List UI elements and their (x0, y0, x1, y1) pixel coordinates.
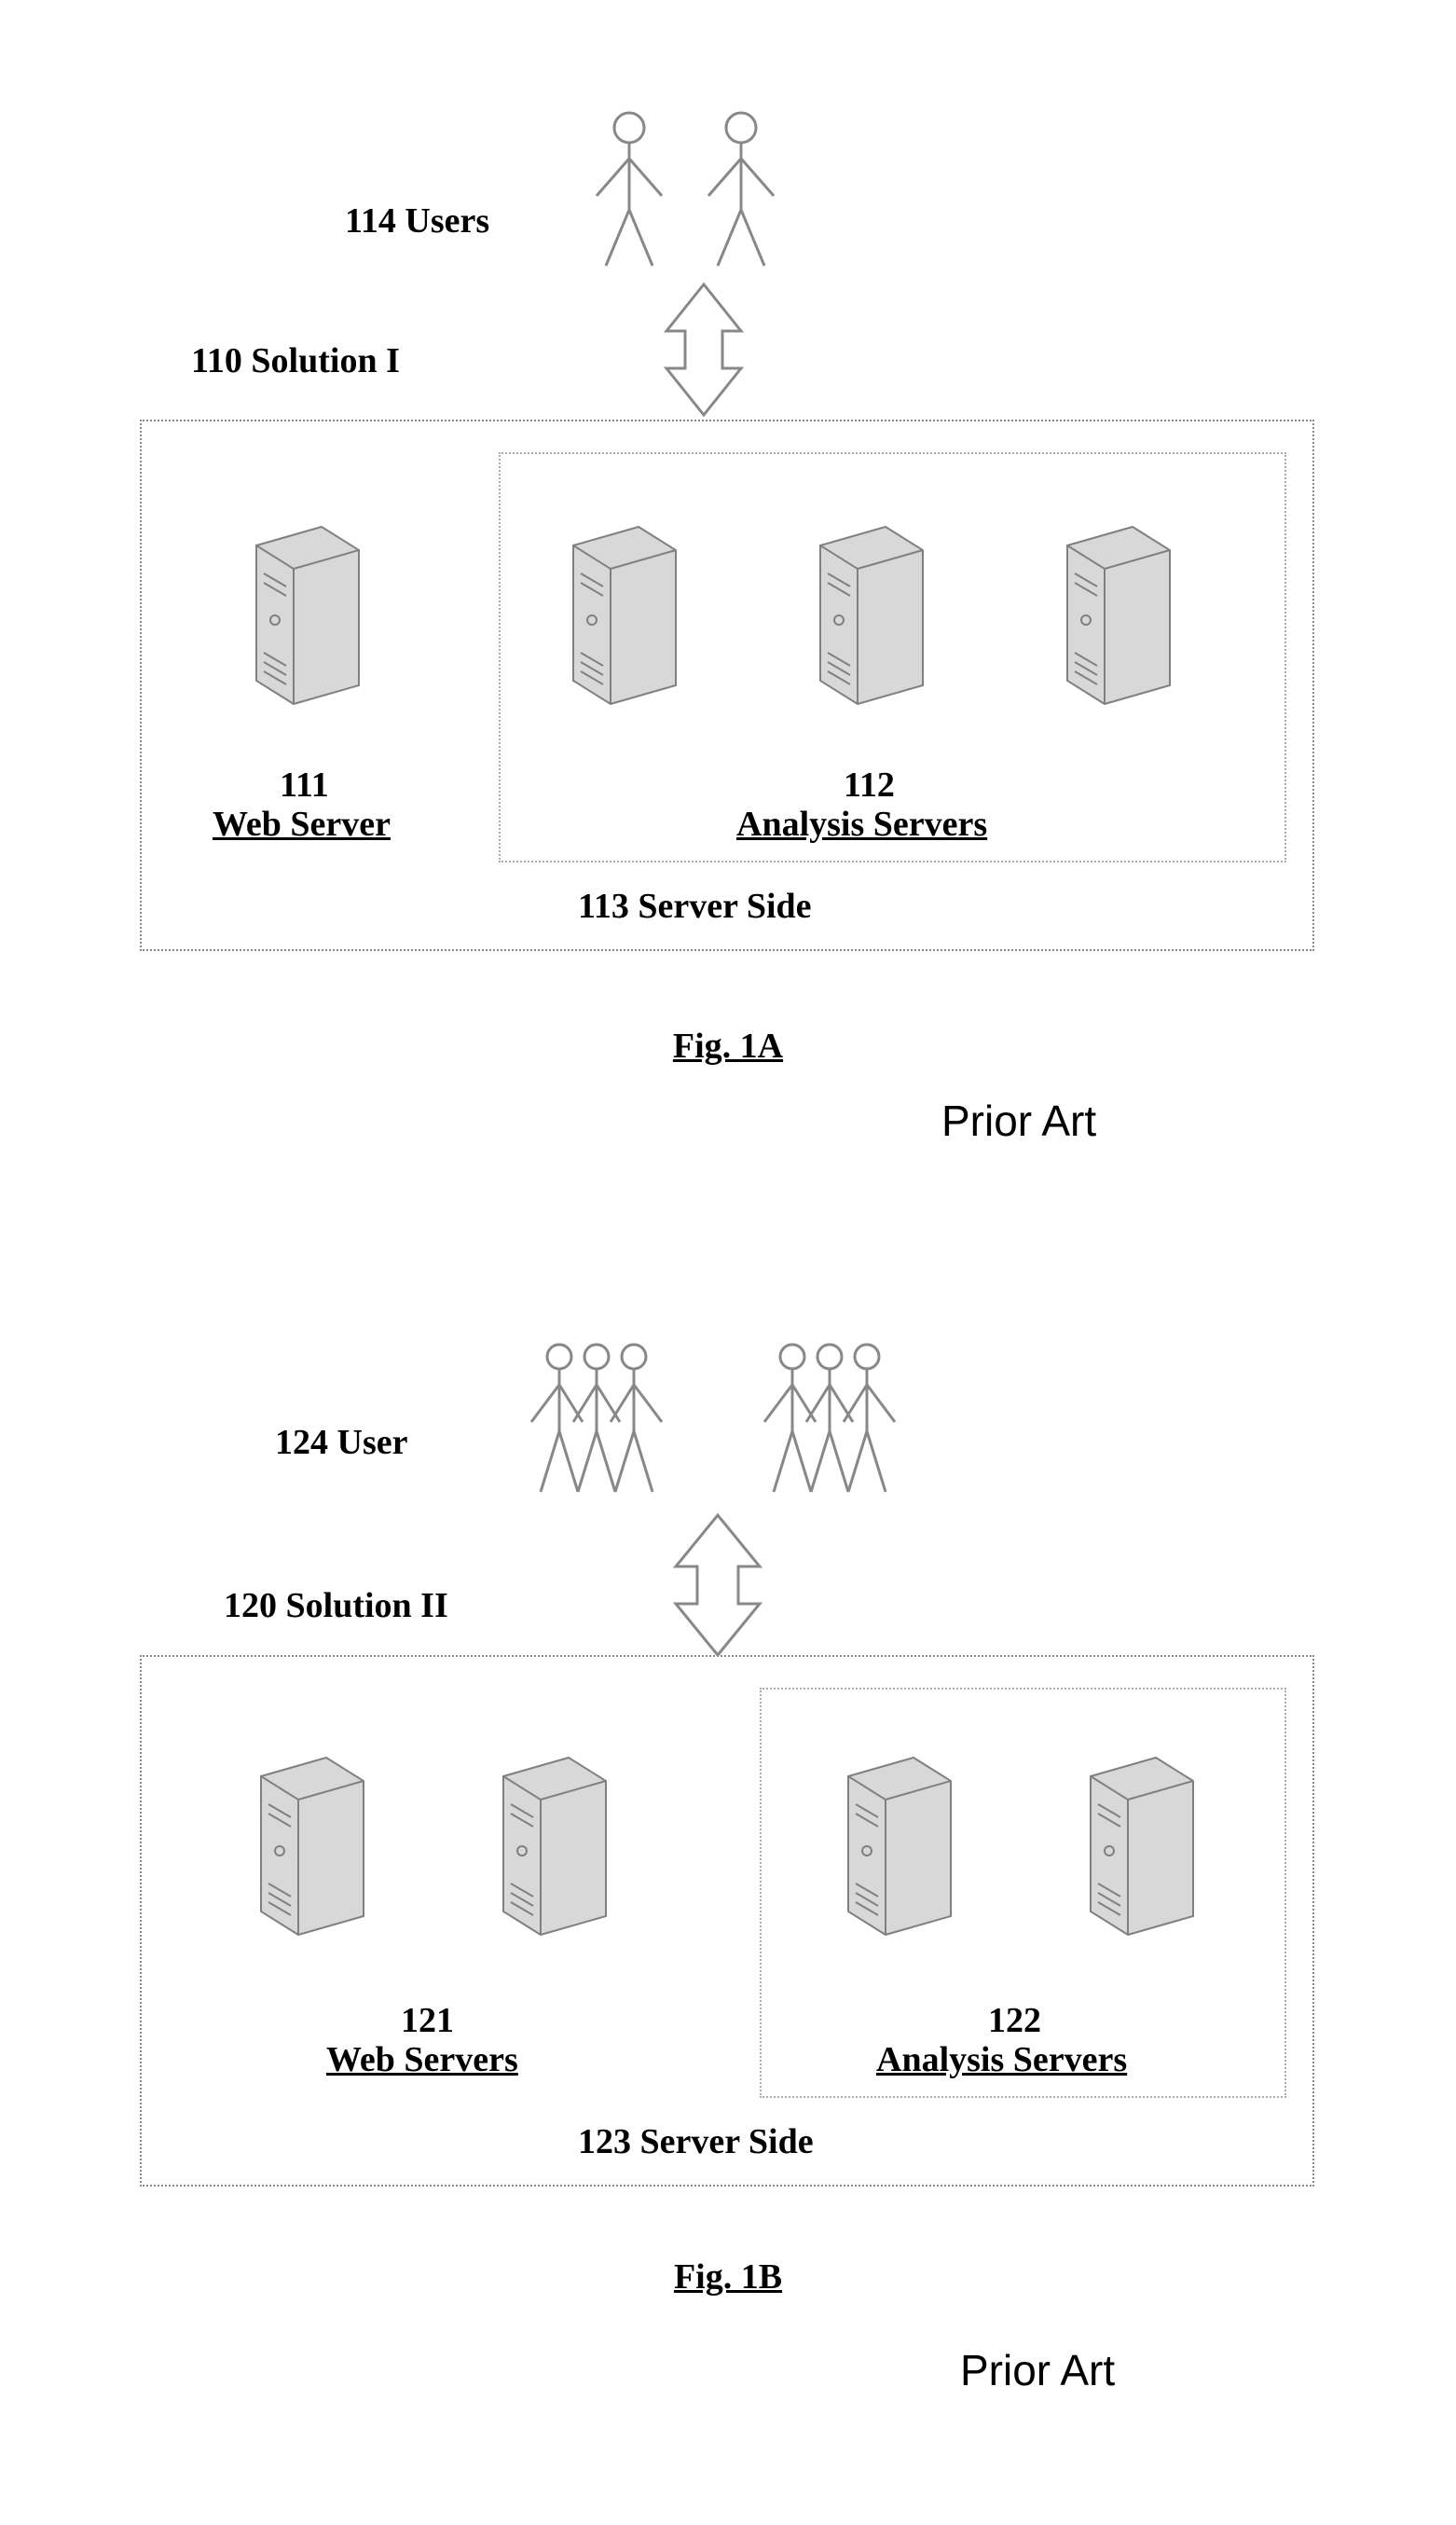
users-label-a: 114 Users (345, 200, 489, 241)
prior-art-b: Prior Art (960, 2345, 1115, 2395)
analysis-server-a2 (792, 508, 941, 713)
solution-label-b: 120 Solution II (224, 1585, 448, 1626)
web-server-num-b: 121 (401, 2000, 454, 2041)
web-server-b2 (475, 1739, 625, 1944)
analysis-server-a1 (545, 508, 694, 713)
figure-1b: 124 User 120 Solution II (0, 1263, 1456, 2476)
fig-caption-a: Fig. 1A (0, 1026, 1456, 1067)
web-server-text-b: Web Servers (326, 2039, 518, 2080)
web-server-a (228, 508, 378, 713)
analysis-num-a: 112 (844, 765, 895, 806)
web-server-text-a: Web Server (213, 804, 391, 845)
solution-label-a: 110 Solution I (191, 340, 400, 381)
analysis-text-a: Analysis Servers (736, 804, 987, 845)
prior-art-a: Prior Art (941, 1096, 1096, 1146)
users-label-b: 124 User (275, 1422, 407, 1463)
figure-1a: 114 Users 110 Solution I (0, 0, 1456, 1212)
biarrow-b (662, 1511, 774, 1660)
analysis-server-b2 (1063, 1739, 1212, 1944)
server-side-label-a: 113 Server Side (578, 886, 812, 927)
server-side-label-b: 123 Server Side (578, 2121, 814, 2162)
users-icon-b (517, 1338, 946, 1515)
biarrow-a (652, 280, 755, 420)
fig-caption-b: Fig. 1B (0, 2256, 1456, 2297)
web-server-num-a: 111 (280, 765, 329, 806)
analysis-server-a3 (1039, 508, 1188, 713)
analysis-text-b: Analysis Servers (876, 2039, 1127, 2080)
web-server-b1 (233, 1739, 382, 1944)
analysis-server-b1 (820, 1739, 969, 1944)
users-icon-a (578, 107, 820, 275)
analysis-num-b: 122 (988, 2000, 1041, 2041)
